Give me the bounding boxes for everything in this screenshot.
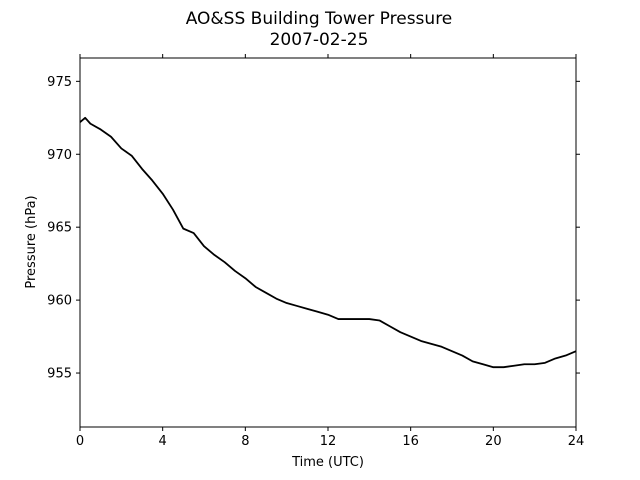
y-tick-label: 960 <box>47 294 72 309</box>
x-tick-label: 12 <box>320 434 337 449</box>
x-tick-label: 24 <box>568 434 585 449</box>
x-tick-label: 4 <box>159 434 167 449</box>
series-line-0 <box>79 116 577 369</box>
x-axis-label: Time (UTC) <box>291 455 364 470</box>
y-tick-label: 965 <box>47 221 72 236</box>
x-axis-ticks: 0 4 8 12 16 20 24 <box>76 54 584 449</box>
plot-area <box>79 57 577 428</box>
y-tick-label: 970 <box>47 148 72 163</box>
x-tick-label: 0 <box>76 434 84 449</box>
chart-title: AO&SS Building Tower Pressure <box>186 9 453 29</box>
axes-frame <box>79 57 577 428</box>
y-tick-label: 975 <box>47 75 72 90</box>
x-tick-label: 20 <box>485 434 502 449</box>
y-axis-ticks: 955 960 965 970 975 <box>47 75 580 382</box>
chart-subtitle: 2007-02-25 <box>270 30 369 50</box>
x-tick-label: 8 <box>241 434 249 449</box>
y-tick-label: 955 <box>47 367 72 382</box>
y-axis-label: Pressure (hPa) <box>24 195 39 288</box>
x-tick-label: 16 <box>402 434 419 449</box>
